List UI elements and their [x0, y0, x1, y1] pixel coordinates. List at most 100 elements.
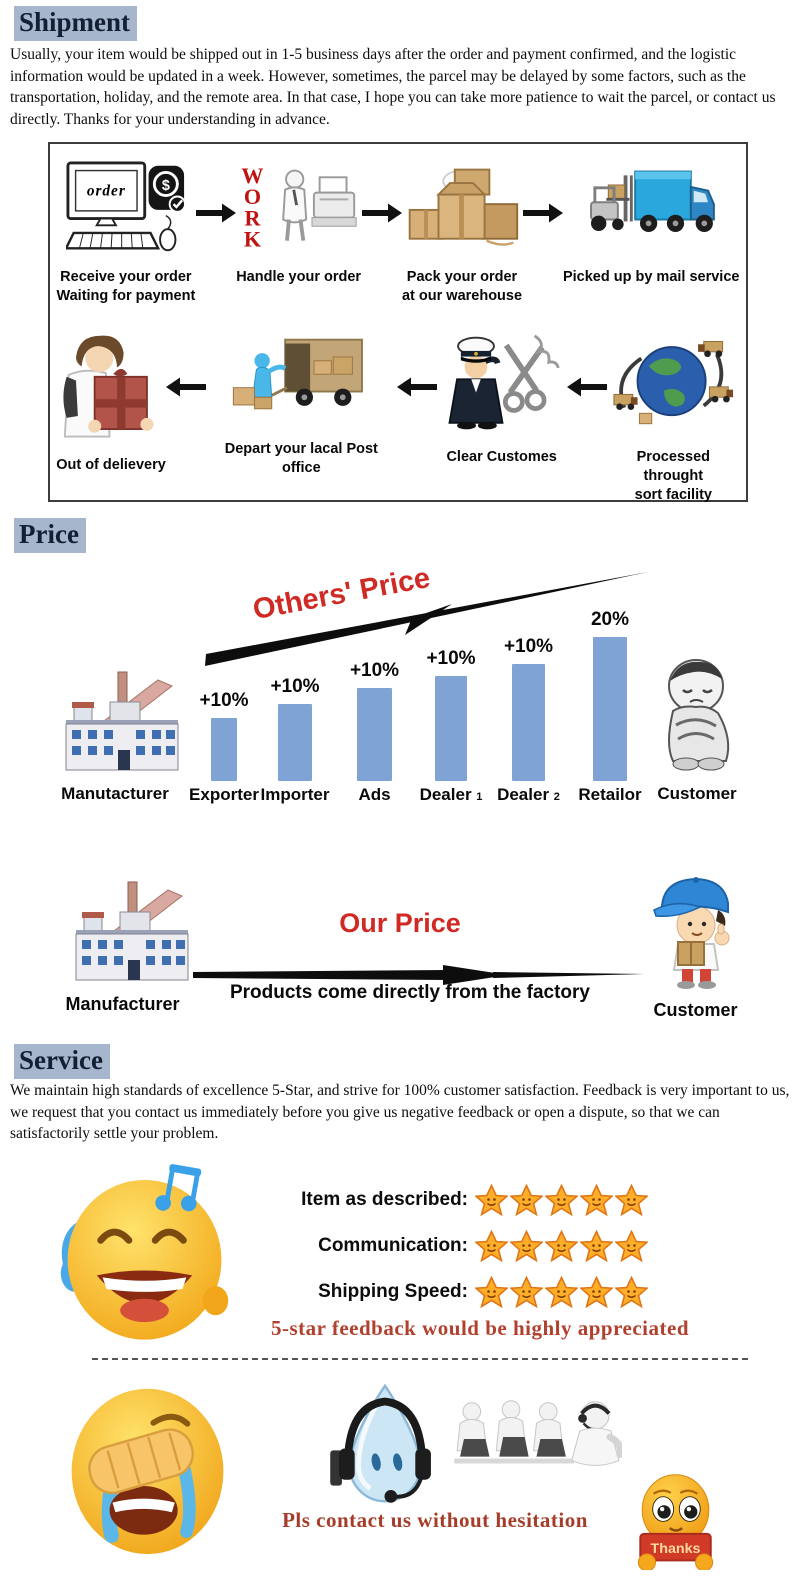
rating-label: Shipping Speed:: [318, 1281, 468, 1302]
star-icon: [510, 1229, 543, 1262]
bar-value-label: +10%: [270, 676, 320, 697]
arrow-left-icon: [566, 376, 607, 403]
flow-step-caption: Out of delievery: [56, 457, 166, 473]
price-bar-importer: [278, 704, 312, 781]
arrow-right-icon: [361, 202, 402, 229]
bar-category-label: Dealer 2: [497, 785, 560, 804]
shipping-flowchart: order $ Receive your order Waiting for p…: [48, 142, 748, 503]
flow-step-caption: Clear Customes: [446, 449, 557, 465]
star-icon: [510, 1275, 543, 1308]
rating-row: Communication:: [150, 1226, 660, 1266]
flow-step-caption: Receive your order Waiting for payment: [56, 269, 196, 304]
dashed-divider: [92, 1358, 748, 1360]
star-icon: [580, 1275, 613, 1308]
thanks-banner-text: Thanks: [651, 1541, 701, 1557]
warehouse-boxes-icon: [402, 160, 522, 261]
service-paragraph: We maintain high standards of excellence…: [10, 1082, 790, 1143]
order-computer-icon: order $: [63, 160, 186, 261]
facepalm-crying-emoji-icon: [58, 1374, 238, 1569]
star-icon: [545, 1229, 578, 1262]
bar-category-label: Importer: [260, 785, 330, 804]
star-icon: [475, 1229, 508, 1262]
price-bar-exporter: [211, 718, 237, 781]
bar-category-label: Ads: [358, 785, 391, 804]
customs-officer-icon: [437, 332, 567, 441]
rising-price-arrow-icon: [205, 572, 648, 666]
flow-step: Picked up by mail service: [562, 160, 740, 287]
price-bar-ads: [357, 688, 392, 781]
star-icon: [615, 1183, 648, 1216]
rating-label: Item as described:: [301, 1189, 468, 1210]
factory-direct-arrow-icon: [193, 965, 645, 985]
star-rating: [475, 1275, 648, 1309]
rating-label: Communication:: [318, 1235, 468, 1256]
star-icon: [545, 1183, 578, 1216]
flow-step-caption: Handle your order: [236, 269, 362, 285]
shipment-paragraph: Usually, your item would be shipped out …: [10, 46, 776, 129]
bar-category-label: Exporter: [189, 785, 259, 804]
rating-row: Item as described:: [150, 1180, 660, 1220]
flowchart-top-row: order $ Receive your order Waiting for p…: [50, 144, 746, 326]
laughing-music-emoji-icon: [52, 1154, 237, 1355]
arrow-right-icon: [522, 202, 563, 229]
star-icon: [510, 1183, 543, 1216]
others-manufacturer-label: Manutacturer: [61, 784, 169, 803]
globe-sort-facility-icon: [608, 332, 738, 441]
forklift-mail-truck-icon: [581, 160, 721, 261]
feedback-block: Item as described: Communication:: [0, 1150, 800, 1356]
svg-text:O: O: [243, 184, 260, 209]
star-icon: [615, 1229, 648, 1262]
our-manufacturer-label: Manufacturer: [65, 994, 180, 1014]
receive-gift-icon: [56, 332, 166, 449]
price-bar-dealer-1: [435, 676, 467, 781]
svg-text:$: $: [162, 178, 170, 194]
thanks-emoji-icon: Thanks: [630, 1470, 722, 1575]
flow-step: Depart your lacal Post office: [206, 332, 397, 478]
happy-customer-icon: [648, 870, 743, 995]
bar-value-label: +10%: [349, 660, 400, 681]
flow-step: Out of delievery: [56, 332, 166, 475]
contact-note: Pls contact us without hesitation: [282, 1508, 588, 1532]
arrow-left-icon: [396, 376, 437, 403]
price-bar-dealer-2: [512, 664, 545, 781]
others-price-chart: Others' Price Manutacturer: [0, 556, 800, 856]
our-customer-label: Customer: [653, 1000, 738, 1020]
svg-text:order: order: [87, 183, 126, 200]
others-customer-label: Customer: [657, 784, 737, 803]
bar-value-label: 20%: [590, 609, 630, 630]
post-office-truck-icon: [229, 332, 374, 433]
arrow-right-icon: [195, 202, 236, 229]
work-clerk-printer-icon: W O R K: [239, 160, 359, 261]
arrow-left-icon: [166, 376, 206, 403]
call-center-team-icon: [450, 1388, 624, 1491]
flow-step-caption: Depart your lacal Post office: [224, 441, 378, 476]
svg-text:W: W: [241, 163, 263, 188]
shipment-heading: Shipment: [14, 6, 138, 42]
flow-step-caption: Processed throught sort facility: [634, 449, 712, 503]
support-drop-mascot-icon: [328, 1380, 441, 1517]
feedback-note: 5-star feedback would be highly apprecia…: [271, 1316, 689, 1340]
contact-block: Pls contact us without hesitation Thanks: [0, 1370, 800, 1583]
flowchart-bottom-row: Out of delievery Depart your lacal Post …: [50, 326, 746, 503]
star-rating: [475, 1183, 648, 1217]
price-heading: Price: [14, 518, 86, 554]
rating-row: Shipping Speed:: [150, 1272, 660, 1312]
our-price-caption: Products come directly from the factory: [229, 982, 591, 1003]
flow-step-caption: Pack your order at our warehouse: [401, 269, 523, 304]
flow-step: order $ Receive your order Waiting for p…: [56, 160, 195, 306]
price-bar-retailor: [593, 637, 627, 781]
flow-step-caption: Picked up by mail service: [562, 269, 740, 285]
bar-value-label: +10%: [426, 648, 476, 669]
flow-step: Processed throught sort facility: [607, 332, 740, 505]
star-rating: [475, 1229, 648, 1263]
bar-value-label: +10%: [199, 690, 249, 711]
bar-category-label: Dealer 1: [419, 785, 483, 804]
factory-icon: [70, 876, 195, 996]
star-icon: [580, 1229, 613, 1262]
star-icon: [580, 1183, 613, 1216]
service-heading: Service: [14, 1044, 110, 1080]
bar-category-label: Retailor: [578, 785, 642, 804]
star-icon: [545, 1275, 578, 1308]
star-icon: [615, 1275, 648, 1308]
